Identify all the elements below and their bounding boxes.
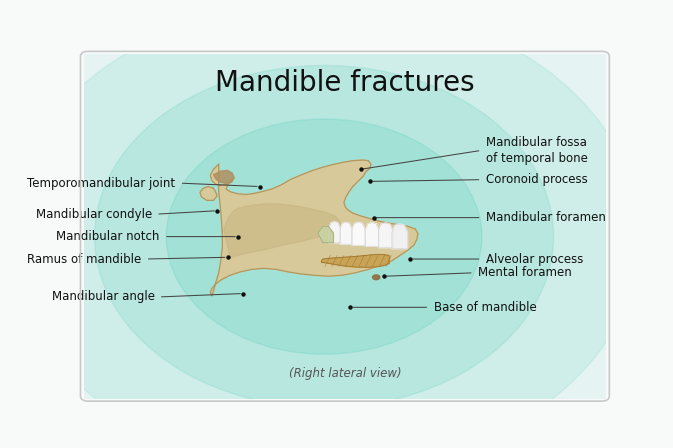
Text: Alveolar process: Alveolar process <box>486 253 583 266</box>
Polygon shape <box>200 186 217 200</box>
Text: (Right lateral view): (Right lateral view) <box>289 367 401 380</box>
Text: Mental foramen: Mental foramen <box>478 266 571 279</box>
Polygon shape <box>328 222 341 243</box>
Polygon shape <box>378 223 393 248</box>
Text: Base of mandible: Base of mandible <box>433 301 536 314</box>
Polygon shape <box>340 223 352 244</box>
Ellipse shape <box>166 119 482 354</box>
Polygon shape <box>322 254 389 267</box>
Ellipse shape <box>9 1 639 448</box>
Text: Ramus of mandible: Ramus of mandible <box>27 253 141 266</box>
Ellipse shape <box>94 65 553 408</box>
Text: Mandibular fossa
of temporal bone: Mandibular fossa of temporal bone <box>486 136 588 165</box>
Text: Mandibular condyle: Mandibular condyle <box>36 208 152 221</box>
Polygon shape <box>318 226 333 243</box>
Text: Mandible fractures: Mandible fractures <box>215 69 474 97</box>
Text: Coronoid process: Coronoid process <box>486 173 588 186</box>
Circle shape <box>373 275 380 280</box>
Text: Mandibular notch: Mandibular notch <box>57 230 160 243</box>
Polygon shape <box>365 223 379 246</box>
Text: Mandibular foramen: Mandibular foramen <box>486 211 606 224</box>
Polygon shape <box>213 170 234 184</box>
Text: Temporomandibular joint: Temporomandibular joint <box>28 177 176 190</box>
Polygon shape <box>211 160 418 296</box>
Polygon shape <box>224 204 341 258</box>
Text: Mandibular angle: Mandibular angle <box>52 290 155 303</box>
Polygon shape <box>352 222 365 245</box>
Polygon shape <box>392 224 408 249</box>
